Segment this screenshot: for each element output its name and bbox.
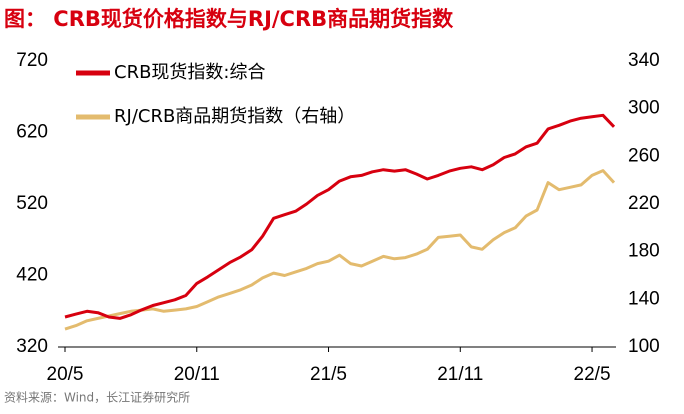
y2-tick-label: 100	[628, 336, 660, 357]
x-tick-label: 22/5	[574, 364, 611, 385]
x-tick-label: 20/11	[174, 364, 220, 385]
y-tick-label: 620	[16, 122, 48, 143]
series-line	[64, 113, 616, 320]
x-tick-label: 21/5	[310, 364, 347, 385]
y2-tick-label: 260	[628, 145, 660, 166]
x-tick-label: 20/5	[47, 364, 84, 385]
x-tick-label: 21/11	[437, 364, 483, 385]
y2-tick-label: 180	[628, 241, 660, 262]
chart-title: 图： CRB现货价格指数与RJ/CRB商品期货指数	[4, 7, 454, 31]
y-tick-label: 720	[16, 50, 48, 71]
y2-tick-label: 220	[628, 193, 660, 214]
y2-tick-label: 300	[628, 98, 660, 119]
y2-tick-label: 340	[628, 50, 660, 71]
legend-label: CRB现货指数:综合	[114, 62, 266, 83]
y2-tick-label: 140	[628, 288, 660, 309]
legend-label: RJ/CRB商品期货指数（右轴）	[114, 106, 355, 127]
y-tick-label: 320	[16, 336, 48, 357]
series-line	[64, 169, 616, 331]
y-tick-label: 420	[16, 265, 48, 286]
y-tick-label: 520	[16, 193, 48, 214]
source-note: 资料来源：Wind，长江证券研究所	[4, 390, 190, 405]
